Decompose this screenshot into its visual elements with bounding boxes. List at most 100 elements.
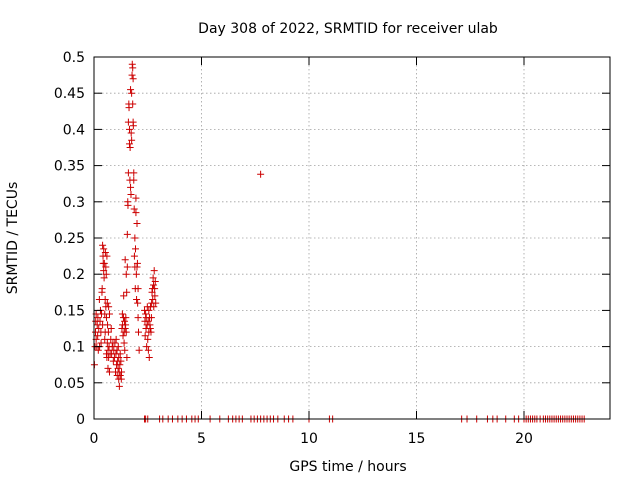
data-point <box>130 252 138 260</box>
data-point <box>124 201 132 209</box>
data-point <box>102 314 110 322</box>
data-point <box>126 144 134 151</box>
data-point <box>142 310 150 318</box>
data-point <box>115 382 123 390</box>
data-point <box>97 339 105 347</box>
data-point <box>151 277 159 285</box>
data-point <box>120 292 128 300</box>
data-point <box>130 205 138 213</box>
y-tick-label: 0.25 <box>54 231 85 247</box>
data-point <box>117 375 125 383</box>
data-point <box>130 176 138 184</box>
data-point <box>100 267 108 275</box>
data-point <box>120 339 128 347</box>
data-points <box>90 60 588 423</box>
data-point <box>129 75 137 83</box>
data-point <box>122 321 130 329</box>
data-point <box>107 325 115 332</box>
data-point <box>123 230 131 238</box>
data-point <box>125 104 133 112</box>
data-point <box>122 270 130 278</box>
x-tick-label: 15 <box>408 431 426 447</box>
x-tick-label: 10 <box>300 431 318 447</box>
data-point <box>119 332 127 340</box>
data-point <box>123 353 131 361</box>
data-point <box>114 364 122 372</box>
data-point <box>96 317 104 325</box>
data-point <box>101 296 109 304</box>
data-point <box>116 372 124 380</box>
data-point <box>102 263 110 271</box>
data-point <box>98 285 106 293</box>
data-point <box>145 306 153 314</box>
data-point <box>100 259 108 267</box>
data-point <box>146 325 154 332</box>
data-point <box>125 125 133 133</box>
data-point <box>122 328 130 336</box>
x-tick-label: 20 <box>515 431 533 447</box>
data-point <box>150 303 158 311</box>
y-tick-label: 0.1 <box>63 340 85 356</box>
data-point <box>121 256 129 264</box>
data-point <box>112 335 120 343</box>
x-tick-label: 0 <box>90 431 99 447</box>
x-tick-label: 5 <box>197 431 206 447</box>
data-point <box>105 303 113 311</box>
grid-lines <box>94 57 610 419</box>
data-point <box>135 328 143 336</box>
data-point <box>129 100 137 108</box>
data-point <box>122 314 130 322</box>
data-point <box>127 86 135 94</box>
data-point <box>94 314 102 322</box>
data-point <box>134 299 142 307</box>
data-point <box>132 209 140 217</box>
data-point <box>145 353 153 361</box>
data-point <box>135 346 143 354</box>
data-point <box>101 335 109 343</box>
data-point <box>94 332 102 340</box>
data-point <box>118 310 126 318</box>
data-point <box>134 285 142 293</box>
data-point <box>127 183 135 191</box>
y-tick-label: 0.4 <box>63 122 85 138</box>
data-point <box>129 64 137 72</box>
data-point <box>151 292 159 300</box>
data-point <box>127 129 135 137</box>
data-point <box>134 314 142 322</box>
data-point <box>127 191 135 199</box>
y-axis-label: SRMTID / TECUs <box>5 182 21 295</box>
data-point <box>130 169 138 177</box>
data-point <box>117 357 125 365</box>
data-point <box>123 263 131 271</box>
data-point <box>111 339 119 347</box>
data-point <box>121 317 129 325</box>
data-point <box>104 321 112 329</box>
data-point <box>105 368 113 376</box>
data-point <box>143 343 151 351</box>
data-point <box>103 299 111 307</box>
data-point <box>102 270 110 278</box>
data-point <box>133 259 141 267</box>
data-point <box>101 248 109 256</box>
y-tick-label: 0.5 <box>63 50 85 66</box>
data-point <box>95 325 103 332</box>
data-point <box>108 343 116 351</box>
data-point <box>129 122 137 130</box>
data-point <box>149 274 157 282</box>
data-point <box>116 350 124 358</box>
data-point <box>113 346 121 354</box>
data-point <box>144 346 152 354</box>
data-point <box>128 89 136 97</box>
data-point <box>100 245 108 253</box>
y-tick-label: 0.45 <box>54 86 85 102</box>
data-point <box>103 252 111 260</box>
data-point <box>99 241 107 249</box>
data-point <box>149 296 157 304</box>
data-point <box>125 140 133 148</box>
x-axis-label: GPS time / hours <box>289 459 406 475</box>
data-point <box>144 317 152 325</box>
data-point <box>150 267 158 275</box>
data-point <box>114 343 122 351</box>
data-point <box>133 296 141 304</box>
